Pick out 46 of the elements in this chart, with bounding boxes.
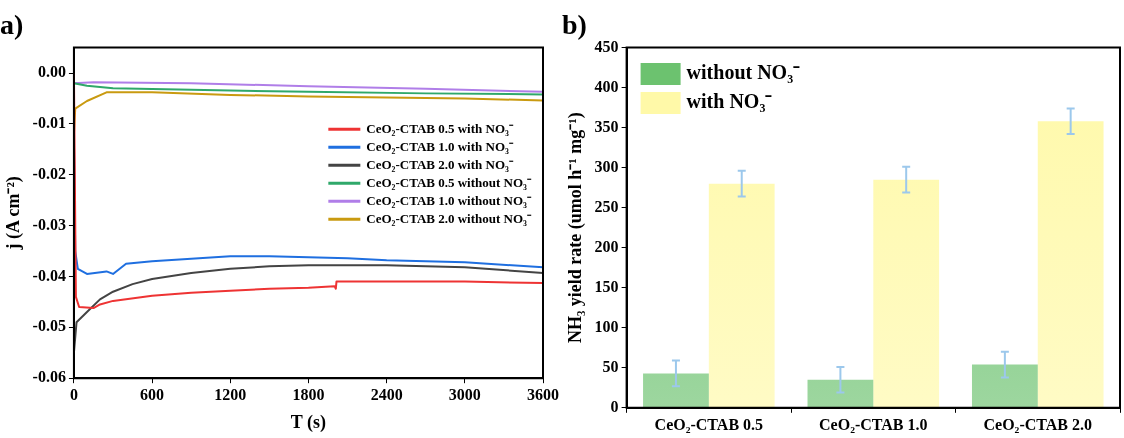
- y-axis-title: NH₃ yield rate (umol h⁻¹ mg⁻¹): [565, 112, 587, 344]
- y-tick-label: 350: [594, 117, 619, 135]
- legend-label: CeO₂-CTAB 1.0 with NO₃⁻: [366, 138, 514, 154]
- legend-label: CeO₂-CTAB 1.0 without NO₃⁻: [366, 192, 532, 208]
- y-tick-label: -0.01: [32, 114, 66, 132]
- y-tick-label: 100: [594, 317, 619, 335]
- y-tick-label: 200: [594, 237, 619, 255]
- y-tick-label: -0.02: [32, 164, 66, 182]
- x-tick-label: 1800: [292, 385, 325, 403]
- legend-label: CeO₂-CTAB 0.5 without NO₃⁻: [366, 174, 532, 190]
- y-tick-label: 50: [602, 357, 619, 375]
- y-axis-title: j (A cm⁻²): [3, 176, 25, 251]
- x-tick-label: 3000: [448, 385, 481, 403]
- x-tick-label: CeO₂-CTAB 0.5: [654, 415, 764, 433]
- bar: [873, 179, 940, 408]
- y-tick-label: 150: [594, 277, 619, 295]
- chart-title: b): [562, 9, 587, 41]
- legend-label: CeO₂-CTAB 2.0 without NO₃⁻: [366, 210, 532, 226]
- x-tick-label: CeO₂-CTAB 1.0: [819, 415, 928, 433]
- y-tick-label: -0.06: [32, 368, 66, 386]
- bar: [1037, 121, 1104, 408]
- y-tick-label: -0.04: [32, 266, 66, 284]
- x-tick-label: 0: [69, 385, 78, 403]
- bar: [971, 364, 1038, 408]
- legend-label: without NO₃⁻: [686, 61, 801, 84]
- x-tick-label: 1200: [214, 385, 247, 403]
- y-tick-label: -0.05: [32, 317, 66, 335]
- chart-title: a): [0, 9, 24, 41]
- legend-label: with NO₃⁻: [686, 90, 773, 113]
- y-tick-label: 0: [610, 397, 619, 415]
- y-tick-label: 300: [594, 157, 619, 175]
- y-tick-label: 250: [594, 197, 619, 215]
- legend-label: CeO₂-CTAB 0.5 with NO₃⁻: [366, 120, 514, 136]
- legend-label: CeO₂-CTAB 2.0 with NO₃⁻: [366, 156, 514, 172]
- x-tick-label: CeO₂-CTAB 2.0: [983, 415, 1093, 433]
- y-tick-label: 0.00: [37, 63, 66, 81]
- y-tick-label: -0.03: [32, 215, 66, 233]
- bar: [708, 183, 775, 408]
- bar: [643, 373, 709, 408]
- x-axis-title: T (s): [290, 411, 327, 433]
- y-tick-label: 450: [594, 37, 619, 55]
- x-tick-label: 3600: [527, 385, 559, 403]
- x-tick-label: 2400: [370, 385, 403, 403]
- y-tick-label: 400: [594, 77, 619, 95]
- x-tick-label: 600: [140, 385, 165, 403]
- bar: [807, 379, 874, 408]
